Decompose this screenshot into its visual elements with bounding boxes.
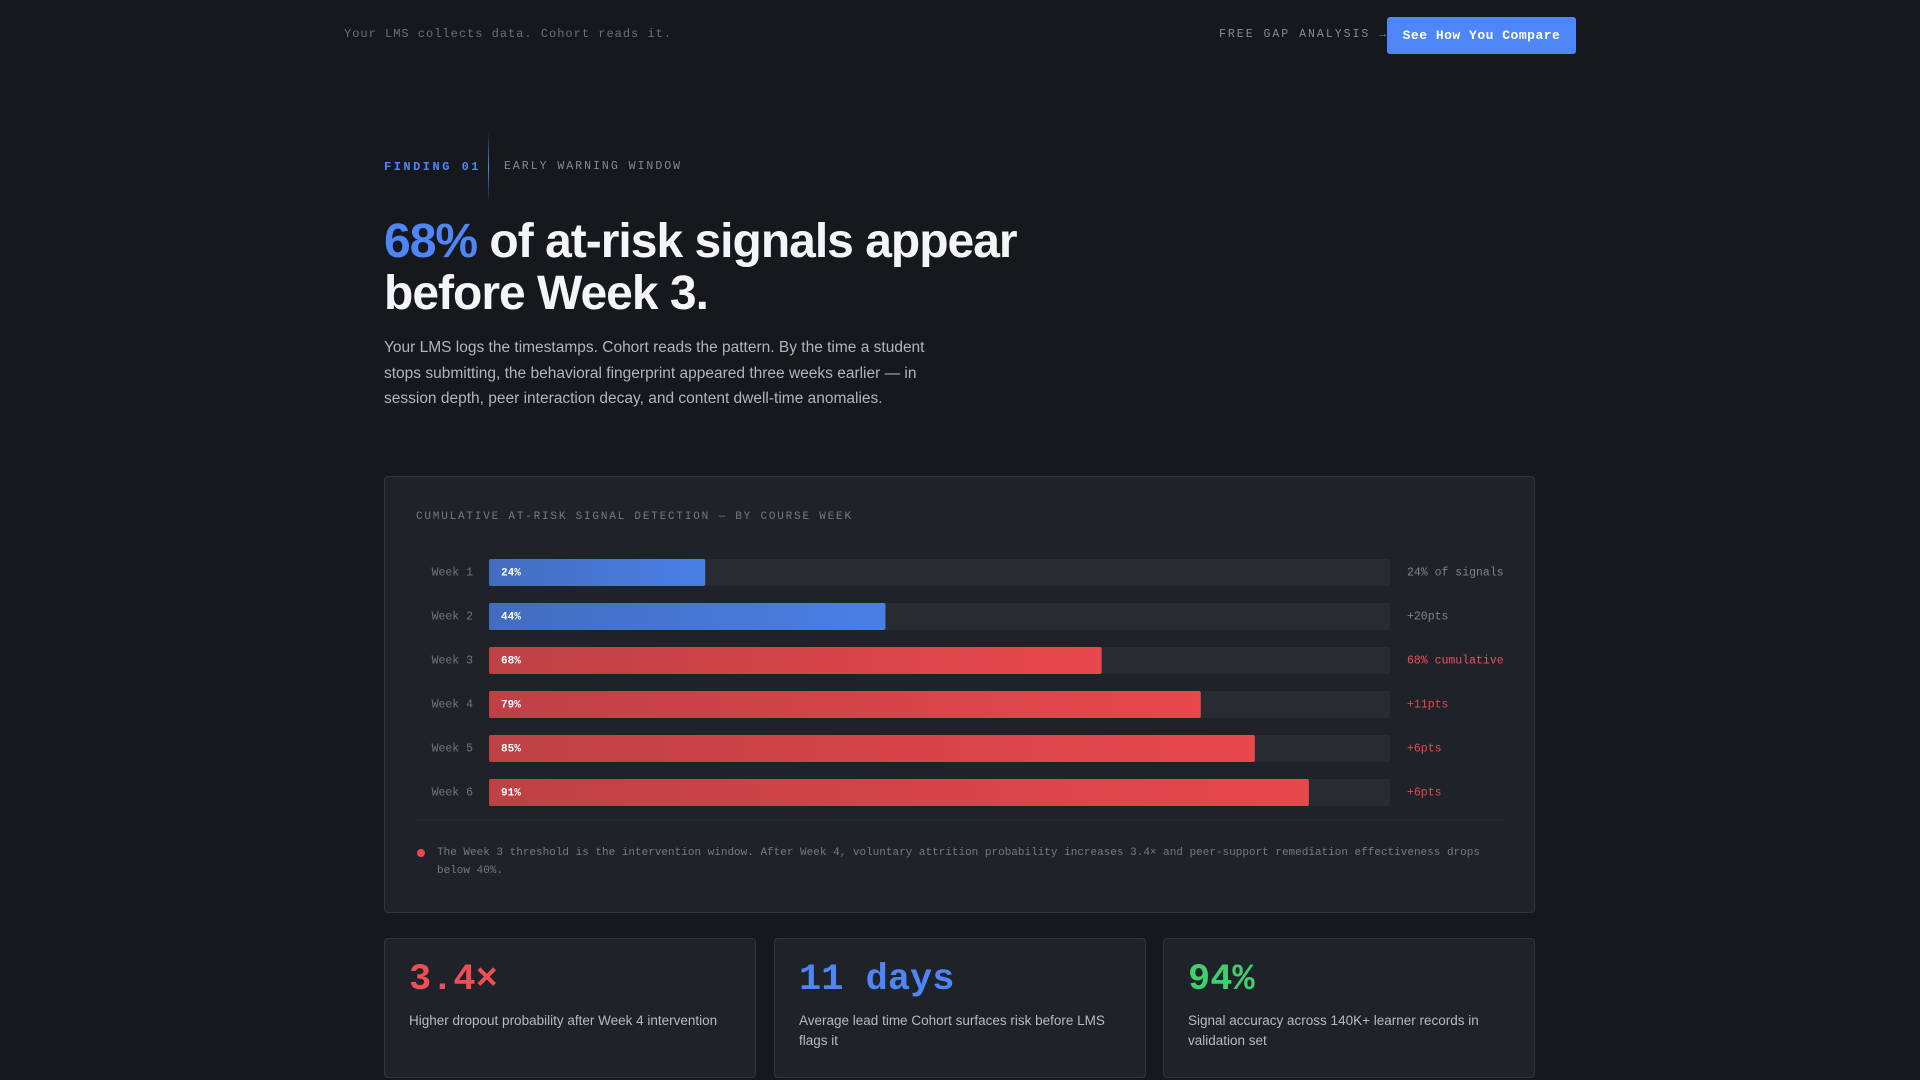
category-label: Week 3: [432, 655, 474, 668]
value-label: 91%: [501, 787, 521, 799]
note-box: The Week 3 threshold is the intervention…: [437, 847, 1480, 877]
value-label: 85%: [501, 743, 521, 755]
annotation: 24% of signals: [1407, 567, 1504, 580]
stat-label: Higher dropout probability after Week 4 …: [409, 1013, 718, 1028]
annotation: +20pts: [1407, 611, 1448, 624]
bar: [489, 603, 886, 630]
stat-label: Signal accuracy across 140K+ learner rec…: [1188, 1013, 1479, 1048]
bar: [489, 559, 706, 586]
value-label: 44%: [501, 611, 521, 623]
bar: [489, 647, 1102, 674]
bar: [489, 691, 1201, 718]
stat-label: Average lead time Cohort surfaces risk b…: [799, 1013, 1105, 1048]
hero-body: Your LMS logs the timestamps. Cohort rea…: [384, 339, 925, 407]
value-label: 68%: [501, 655, 521, 667]
bar: [489, 779, 1309, 806]
note-dot: [417, 849, 425, 857]
stat-value: 3.4×: [409, 959, 498, 1001]
finding-topic: EARLY WARNING WINDOW: [504, 160, 683, 173]
compare-button[interactable]: See How You Compare: [1387, 17, 1576, 54]
value-label: 79%: [501, 699, 521, 711]
finding-number: FINDING 01: [384, 160, 482, 174]
chart-note: The Week 3 threshold is the intervention…: [437, 847, 1480, 877]
bar-track: [489, 559, 1390, 586]
stat-card: 94% Signal accuracy across 140K+ learner …: [1163, 938, 1535, 1078]
title-highlight: 68%: [384, 215, 478, 268]
gap-analysis-link[interactable]: FREE GAP ANALYSIS →: [1219, 28, 1389, 41]
category-label: Week 6: [432, 787, 474, 800]
annotation: +6pts: [1407, 787, 1442, 800]
category-label: Week 5: [432, 743, 474, 756]
chart-title: CUMULATIVE AT-RISK SIGNAL DETECTION — BY…: [416, 511, 853, 523]
annotation: +11pts: [1407, 699, 1448, 712]
tagline: Your LMS collects data. Cohort reads it.: [344, 27, 673, 41]
title-rest: of at-risk signals appear before Week 3.: [384, 215, 1018, 320]
hero-title: 68% of at-risk signals appear before Wee…: [384, 216, 1084, 320]
stat-card: 11 days Average lead time Cohort surfaces…: [774, 938, 1146, 1078]
category-label: Week 1: [432, 567, 474, 580]
divider: [488, 132, 489, 202]
stat-value: 94%: [1188, 959, 1255, 1001]
chart: CUMULATIVE AT-RISK SIGNAL DETECTION — BY…: [416, 511, 1504, 877]
category-label: Week 4: [432, 699, 474, 712]
stat-card: 3.4× Higher dropout probability after Wee…: [384, 938, 756, 1078]
category-label: Week 2: [432, 611, 474, 624]
value-label: 24%: [501, 567, 521, 579]
annotation: +6pts: [1407, 743, 1442, 756]
annotation: 68% cumulative: [1407, 655, 1504, 668]
bar: [489, 735, 1255, 762]
stat-value: 11 days: [799, 959, 955, 1001]
